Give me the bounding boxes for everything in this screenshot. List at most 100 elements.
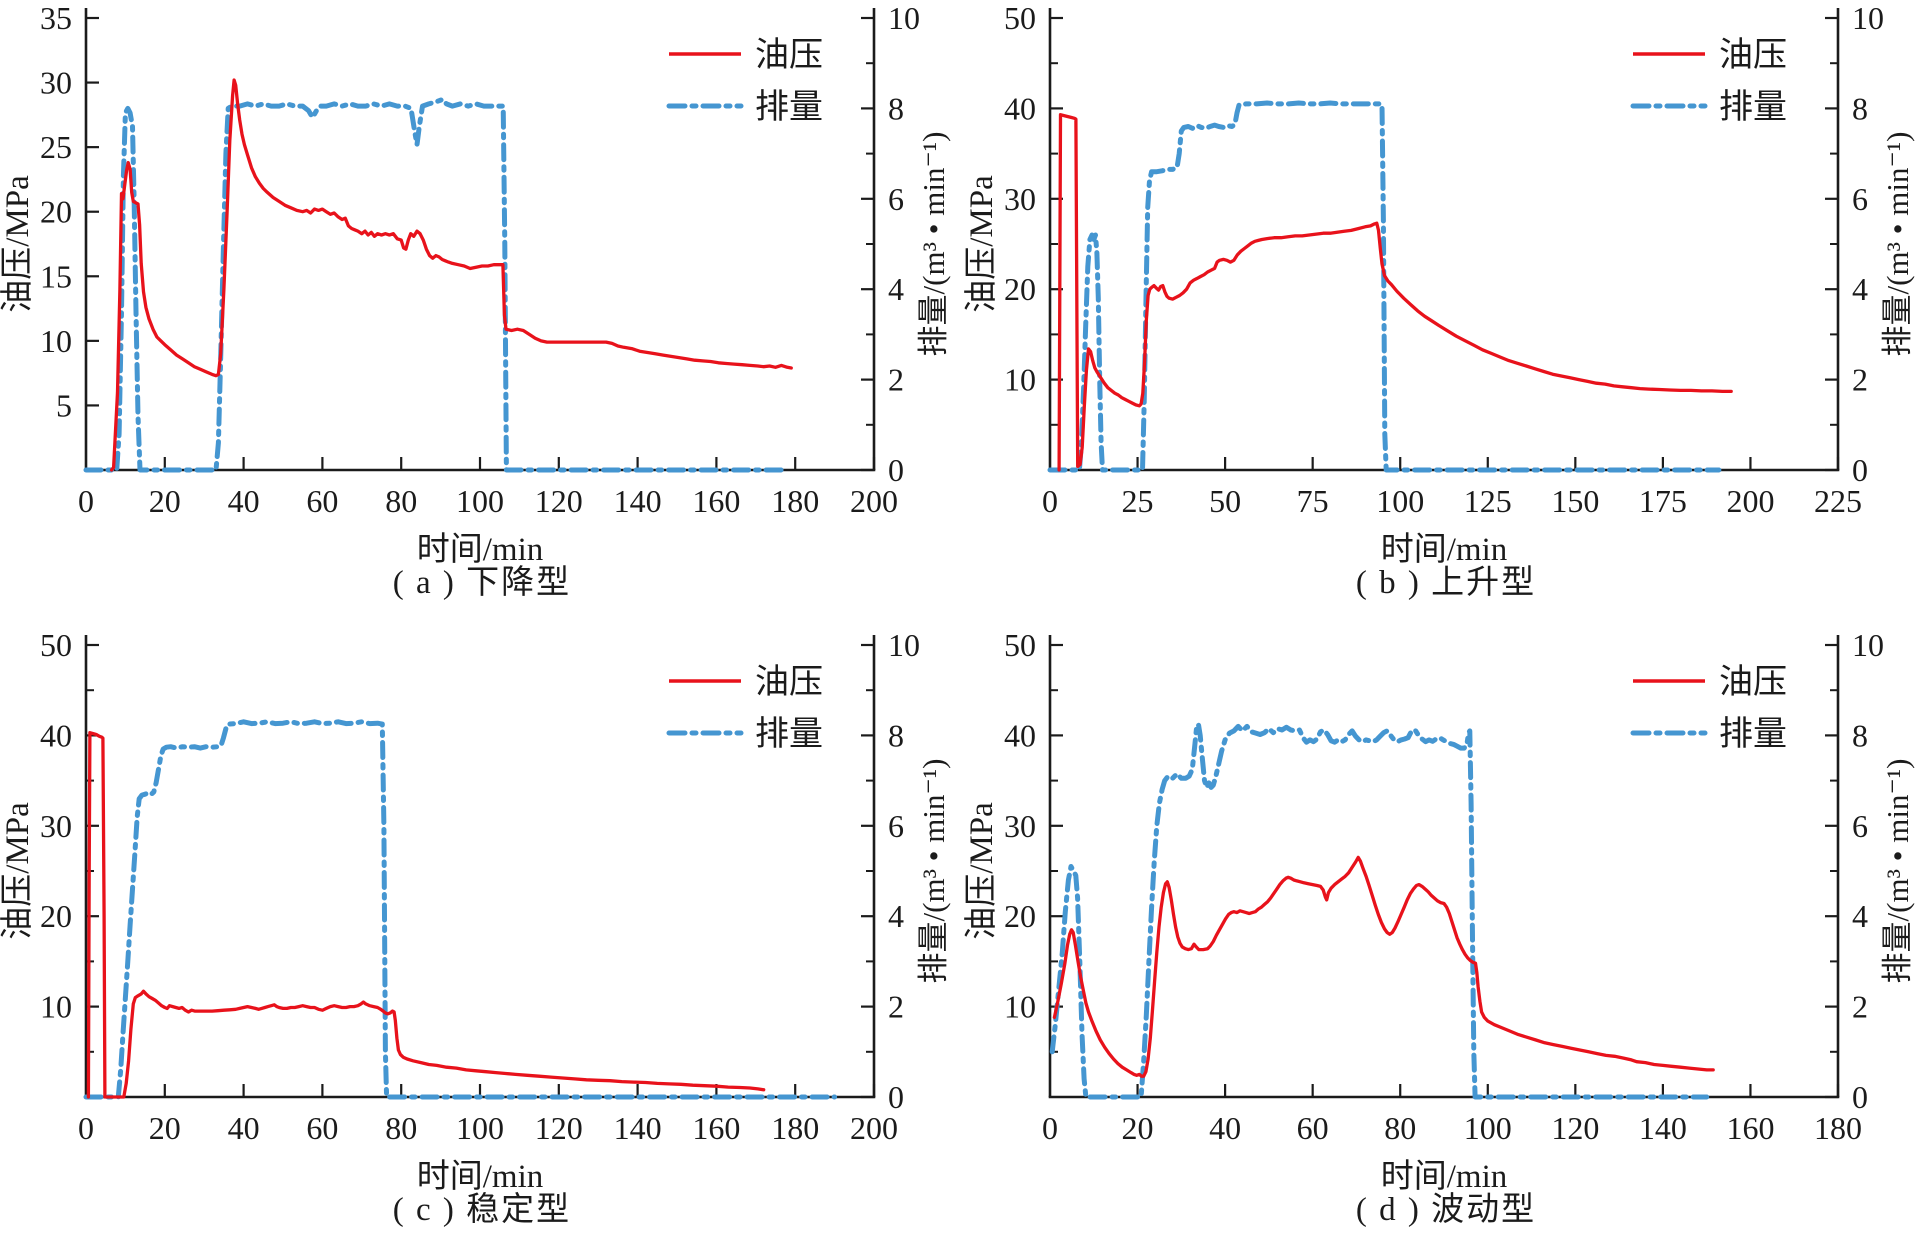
series bbox=[83, 78, 793, 473]
chart-a-caption: ( a ) 下降型 bbox=[392, 565, 572, 601]
chart-b-caption: ( b ) 上升型 bbox=[1355, 565, 1537, 601]
series bbox=[1047, 100, 1733, 473]
x-tick-label: 60 bbox=[1297, 1110, 1329, 1146]
y-left-tick-label: 20 bbox=[40, 898, 72, 934]
chart-c-caption: ( c ) 稳定型 bbox=[392, 1192, 572, 1228]
x-axis-title: 时间/min bbox=[417, 532, 544, 563]
x-tick-label: 160 bbox=[692, 483, 740, 519]
chart-a-canvas: 0 20 40 60 80 100 120 140 160 180 2005101520253035… bbox=[0, 0, 951, 563]
y-left-tick-label: 50 bbox=[40, 627, 72, 663]
x-axis-title: 时间/min bbox=[1381, 1159, 1508, 1190]
x-axis-title: 时间/min bbox=[417, 1159, 544, 1190]
y-left-tick-label: 50 bbox=[1004, 627, 1036, 663]
y-left-tick-label: 10 bbox=[1004, 989, 1036, 1025]
axes bbox=[1048, 635, 1840, 1099]
x-tick-label: 40 bbox=[228, 483, 260, 519]
legend-pressure-label: 油压 bbox=[1719, 36, 1787, 74]
x-tick-label: 125 bbox=[1464, 483, 1512, 519]
pressure-line bbox=[1057, 113, 1733, 472]
y-right-tick-label: 6 bbox=[888, 181, 904, 217]
x-tick-label: 20 bbox=[149, 1110, 181, 1146]
y-left-tick-label: 40 bbox=[1004, 90, 1036, 126]
x-tick-label: 180 bbox=[1814, 1110, 1862, 1146]
x-tick-label: 100 bbox=[456, 1110, 504, 1146]
chart-panel-d: 0 20 40 60 80 100 120 140 160 180 10 20 30 40 50 0 2 4 6 8 1… bbox=[964, 627, 1928, 1254]
x-tick-label: 200 bbox=[850, 483, 898, 519]
rate-line bbox=[83, 719, 838, 1100]
x-tick-label: 80 bbox=[385, 1110, 417, 1146]
y-left-tick-label: 10 bbox=[1004, 362, 1036, 398]
y-axis-right-title: 排量/(m³ • min⁻¹) bbox=[1880, 132, 1915, 357]
x-tick-label: 225 bbox=[1814, 483, 1862, 519]
rate-line bbox=[1047, 100, 1722, 473]
y-right-tick-label: 2 bbox=[1852, 362, 1868, 398]
x-tick-label: 180 bbox=[771, 1110, 819, 1146]
ticks-and-labels: 0 20 40 60 80 100 120 140 160 180 2005101520253035… bbox=[40, 0, 920, 519]
y-left-tick-label: 30 bbox=[40, 808, 72, 844]
legend-rate-label: 排量 bbox=[1719, 715, 1787, 753]
y-left-tick-label: 20 bbox=[40, 194, 72, 230]
x-tick-label: 60 bbox=[306, 1110, 338, 1146]
x-tick-label: 140 bbox=[614, 1110, 662, 1146]
y-axis-left-title: 油压/MPa bbox=[0, 802, 36, 940]
x-tick-label: 100 bbox=[456, 483, 504, 519]
legend-pressure-label: 油压 bbox=[755, 36, 823, 74]
y-left-tick-label: 10 bbox=[40, 989, 72, 1025]
chart-c-canvas: 0 20 40 60 80 100 120 140 160 180 200 10 20 30 40 50 0 2 4… bbox=[0, 627, 951, 1190]
y-axis-left-title: 油压/MPa bbox=[964, 175, 1000, 313]
x-tick-label: 0 bbox=[78, 1110, 94, 1146]
y-right-tick-label: 10 bbox=[888, 627, 920, 663]
axes bbox=[84, 8, 876, 472]
y-right-tick-label: 8 bbox=[1852, 717, 1868, 753]
legend-rate-label: 排量 bbox=[755, 715, 823, 753]
y-left-tick-label: 30 bbox=[1004, 181, 1036, 217]
chart-d-caption: ( d ) 波动型 bbox=[1355, 1192, 1537, 1228]
y-right-tick-label: 10 bbox=[888, 0, 920, 36]
y-axis-left-title: 油压/MPa bbox=[0, 175, 36, 313]
legend-pressure-label: 油压 bbox=[1719, 663, 1787, 701]
x-tick-label: 25 bbox=[1122, 483, 1154, 519]
y-axis-right-title: 排量/(m³ • min⁻¹) bbox=[916, 759, 951, 984]
rate-line bbox=[83, 96, 786, 473]
y-left-tick-label: 15 bbox=[40, 258, 72, 294]
ticks-and-labels: 0 25 50 75 100 125 150 175 200 225 10 20 30 40 50 0 2 4 6 8… bbox=[1004, 0, 1884, 519]
y-axis-left-title: 油压/MPa bbox=[964, 802, 1000, 940]
axes bbox=[84, 635, 876, 1099]
x-tick-label: 100 bbox=[1376, 483, 1424, 519]
y-right-tick-label: 6 bbox=[1852, 181, 1868, 217]
legend-rate-label: 排量 bbox=[755, 88, 823, 126]
x-tick-label: 0 bbox=[1042, 1110, 1058, 1146]
rate-line bbox=[1049, 721, 1710, 1100]
y-right-tick-label: 10 bbox=[1852, 0, 1884, 36]
x-tick-label: 20 bbox=[1122, 1110, 1154, 1146]
ticks-and-labels: 0 20 40 60 80 100 120 140 160 180 200 10 20 30 40 50 0 2 4… bbox=[40, 627, 920, 1146]
x-tick-label: 160 bbox=[1726, 1110, 1774, 1146]
y-left-tick-label: 5 bbox=[56, 387, 72, 423]
y-right-tick-label: 4 bbox=[1852, 271, 1868, 307]
x-tick-label: 140 bbox=[614, 483, 662, 519]
y-left-tick-label: 25 bbox=[40, 129, 72, 165]
y-right-tick-label: 4 bbox=[1852, 898, 1868, 934]
y-right-tick-label: 4 bbox=[888, 271, 904, 307]
x-tick-label: 200 bbox=[850, 1110, 898, 1146]
x-tick-label: 80 bbox=[385, 483, 417, 519]
y-right-tick-label: 2 bbox=[888, 989, 904, 1025]
y-left-tick-label: 20 bbox=[1004, 271, 1036, 307]
x-tick-label: 120 bbox=[535, 483, 583, 519]
series bbox=[83, 719, 838, 1100]
chart-panel-c: 0 20 40 60 80 100 120 140 160 180 200 10 20 30 40 50 0 2 4… bbox=[0, 627, 964, 1254]
x-tick-label: 180 bbox=[771, 483, 819, 519]
y-right-tick-label: 0 bbox=[1852, 1079, 1868, 1115]
x-tick-label: 150 bbox=[1551, 483, 1599, 519]
x-tick-label: 140 bbox=[1639, 1110, 1687, 1146]
x-tick-label: 40 bbox=[228, 1110, 260, 1146]
y-left-tick-label: 50 bbox=[1004, 0, 1036, 36]
y-left-tick-label: 40 bbox=[1004, 717, 1036, 753]
y-left-tick-label: 20 bbox=[1004, 898, 1036, 934]
x-tick-label: 60 bbox=[306, 483, 338, 519]
x-tick-label: 50 bbox=[1209, 483, 1241, 519]
pressure-line bbox=[1052, 855, 1715, 1078]
x-tick-label: 80 bbox=[1384, 1110, 1416, 1146]
